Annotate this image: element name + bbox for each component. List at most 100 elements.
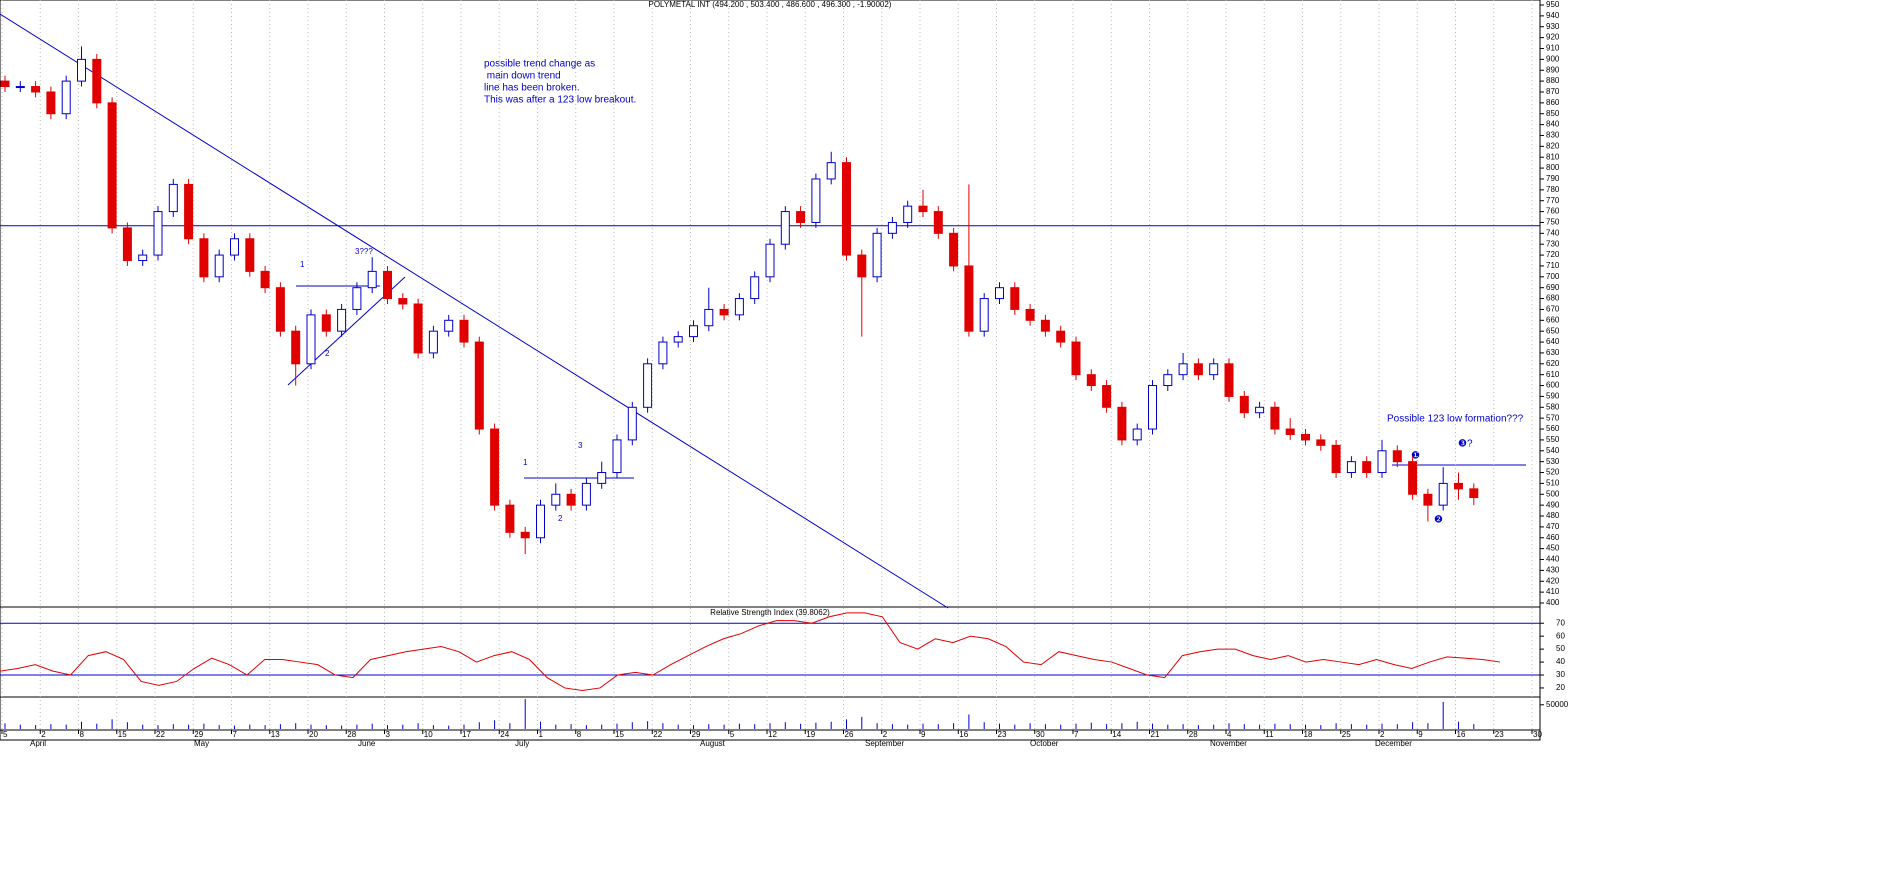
point-label: ❸? — [1458, 439, 1473, 450]
y-tick-label: 570 — [1546, 413, 1560, 422]
y-tick-label: 520 — [1546, 468, 1560, 477]
x-tick-label: 21 — [1151, 730, 1160, 739]
candle-body — [719, 308, 729, 316]
candle-body — [872, 232, 882, 278]
x-tick-label: 23 — [1495, 730, 1504, 739]
candle-body — [153, 211, 163, 256]
y-tick-label: 490 — [1546, 500, 1560, 509]
candle-body — [31, 86, 41, 93]
candle-body — [1010, 287, 1020, 310]
month-label: November — [1210, 739, 1247, 748]
y-tick-label: 530 — [1546, 457, 1560, 466]
x-tick-label: 7 — [233, 730, 238, 739]
candle-body — [413, 303, 423, 354]
candle-body — [490, 428, 500, 506]
candle-body — [964, 265, 974, 332]
candle-body — [903, 205, 913, 223]
y-tick-label: 700 — [1546, 272, 1560, 281]
y-tick-label: 750 — [1546, 218, 1560, 227]
x-tick-label: 29 — [692, 730, 701, 739]
candle-body — [887, 221, 897, 234]
x-tick-label: 18 — [1304, 730, 1313, 739]
candle-body — [1346, 461, 1356, 474]
y-tick-label: 30 — [1556, 670, 1565, 679]
y-tick-label: 560 — [1546, 424, 1560, 433]
candle-body — [1178, 363, 1188, 376]
y-tick-label: 600 — [1546, 381, 1560, 390]
candle-body — [1270, 406, 1280, 430]
rsi-line — [0, 612, 1501, 692]
y-tick-label: 420 — [1546, 576, 1560, 585]
x-tick-label: 23 — [998, 730, 1007, 739]
x-tick-label: 2 — [1380, 730, 1385, 739]
y-tick-label: 940 — [1546, 11, 1560, 20]
candle-body — [0, 80, 10, 88]
candle-body — [1331, 444, 1341, 474]
y-tick-label: 670 — [1546, 305, 1560, 314]
y-tick-label: 400 — [1546, 598, 1560, 607]
candle-body — [1224, 363, 1234, 397]
candle-body — [581, 482, 591, 506]
y-tick-label: 860 — [1546, 98, 1560, 107]
y-tick-label: 580 — [1546, 402, 1560, 411]
candle-body — [1102, 385, 1112, 408]
month-label: July — [515, 739, 529, 748]
y-tick-label: 590 — [1546, 392, 1560, 401]
y-tick-label: 770 — [1546, 196, 1560, 205]
candle-body — [1469, 488, 1479, 499]
candle-body — [1408, 461, 1418, 495]
month-label: June — [358, 739, 376, 748]
candle-body — [184, 183, 194, 240]
x-tick-label: 30 — [1036, 730, 1045, 739]
candle-body — [107, 102, 117, 229]
candle-body — [842, 162, 851, 256]
candle-body — [765, 243, 775, 278]
candle-body — [1285, 428, 1295, 435]
candle-body — [168, 183, 178, 213]
note: This was after a 123 low breakout. — [484, 95, 636, 106]
candle-body — [245, 238, 255, 272]
x-tick-label: 11 — [1265, 730, 1274, 739]
x-tick-label: 3 — [386, 730, 391, 739]
point-label: 2 — [558, 514, 563, 523]
x-tick-label: 5 — [3, 730, 8, 739]
y-tick-label: 50000 — [1546, 700, 1569, 709]
y-tick-label: 720 — [1546, 250, 1560, 259]
y-tick-label: 60 — [1556, 631, 1565, 640]
x-tick-label: 2 — [41, 730, 46, 739]
y-tick-label: 900 — [1546, 54, 1560, 63]
candle-body — [1423, 493, 1433, 506]
y-tick-label: 410 — [1546, 587, 1560, 596]
candle-body — [1025, 308, 1035, 321]
candle-body — [673, 336, 683, 343]
y-tick-label: 620 — [1546, 359, 1560, 368]
candle-body — [949, 232, 959, 267]
y-tick-label: 450 — [1546, 544, 1560, 553]
candle-body — [857, 254, 867, 278]
candle-body — [643, 363, 653, 408]
x-tick-label: 16 — [1457, 730, 1466, 739]
candle-body — [551, 493, 561, 506]
y-tick-label: 740 — [1546, 228, 1560, 237]
candle-body — [612, 439, 622, 474]
y-tick-label: 810 — [1546, 152, 1560, 161]
y-tick-label: 660 — [1546, 315, 1560, 324]
y-tick-label: 470 — [1546, 522, 1560, 531]
y-tick-label: 540 — [1546, 446, 1560, 455]
month-label: September — [865, 739, 904, 748]
candle-body — [230, 238, 239, 256]
candle-body — [1209, 363, 1219, 376]
x-tick-label: 14 — [1112, 730, 1121, 739]
candle-body — [933, 211, 943, 234]
y-tick-label: 550 — [1546, 435, 1560, 444]
y-tick-label: 920 — [1546, 33, 1560, 42]
y-tick-label: 500 — [1546, 489, 1560, 498]
candle-body — [566, 493, 576, 506]
candle-body — [1117, 406, 1127, 441]
note: possible trend change as — [484, 59, 595, 70]
candle-body — [1071, 341, 1081, 376]
y-tick-label: 890 — [1546, 65, 1560, 74]
candle-body — [138, 254, 148, 262]
y-tick-label: 70 — [1556, 618, 1565, 627]
candle-body — [811, 178, 821, 223]
